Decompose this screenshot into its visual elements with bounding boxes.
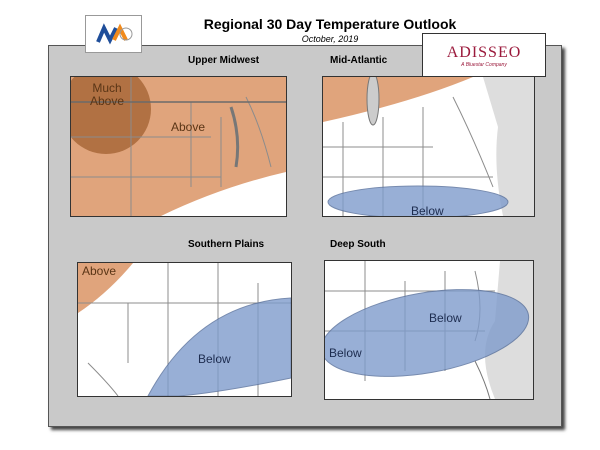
map-label: Above (82, 264, 117, 278)
logo-box: ADISSEO A Bluestar Company (422, 33, 546, 77)
map: Below Below (324, 260, 534, 400)
map-label: Above (171, 120, 206, 134)
map: Above Below (77, 262, 292, 397)
subtitle: October, 2019 (301, 34, 359, 44)
logo-left (85, 15, 142, 53)
title: Regional 30 Day Temperature Outlook (203, 16, 457, 32)
map-drawing (78, 263, 291, 396)
map-label: Below (329, 346, 362, 360)
map-drawing (323, 77, 534, 216)
map-label: Below (198, 352, 231, 366)
logo-mark (96, 23, 133, 45)
panel-title: Mid-Atlantic (330, 55, 388, 66)
panel-title: Upper Midwest (188, 55, 260, 66)
map-label: Much Above (89, 81, 125, 108)
map-drawing (71, 77, 286, 216)
map: Below (322, 76, 535, 217)
panel-title: Southern Plains (188, 239, 265, 250)
logo-tagline: A Bluestar Company (461, 62, 507, 68)
map-label: Below (429, 311, 462, 325)
map-label: Below (411, 204, 444, 217)
map-drawing (325, 261, 533, 399)
map: Much Above Above (70, 76, 287, 217)
logo-name: ADISSEO (446, 44, 522, 61)
panel-title: Deep South (330, 239, 386, 250)
